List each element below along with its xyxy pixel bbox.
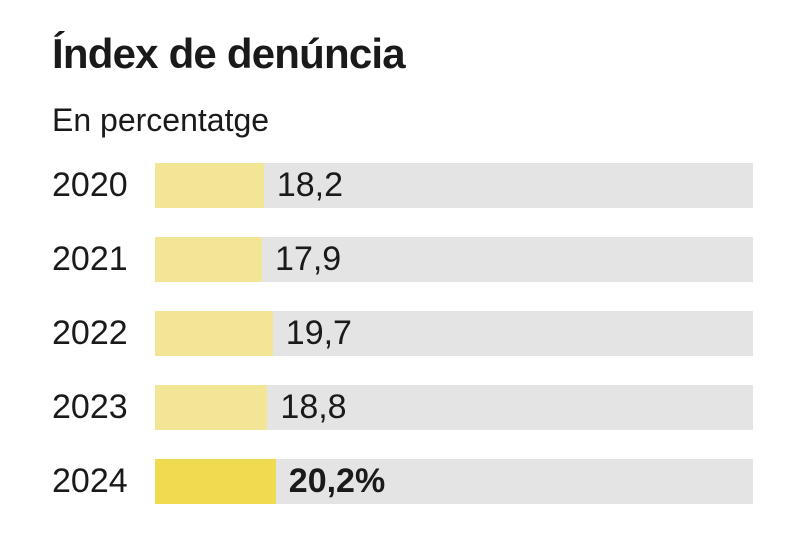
chart-row-2024: 2024 20,2% (0, 459, 804, 504)
chart-row-2020: 2020 18,2 (0, 163, 804, 208)
chart-title: Índex de denúncia (52, 30, 406, 77)
chart-rows: 2020 18,2 2021 17,9 2022 19,7 2023 18,8 2024 20,2… (0, 163, 804, 533)
year-label: 2024 (52, 462, 128, 500)
year-label: 2023 (52, 388, 128, 426)
year-label: 2020 (52, 166, 128, 204)
value-label: 18,2 (276, 166, 344, 204)
value-label: 20,2% (288, 462, 386, 500)
bar-track: 17,9 (155, 237, 753, 282)
bar-fill (155, 385, 268, 430)
chart-subtitle: En percentatge (52, 102, 270, 138)
bar-fill (155, 237, 263, 282)
year-label: 2022 (52, 314, 128, 352)
bar-fill (155, 459, 276, 504)
chart-row-2022: 2022 19,7 (0, 311, 804, 356)
year-label: 2021 (52, 240, 128, 278)
chart-row-2023: 2023 18,8 (0, 385, 804, 430)
bar-track: 19,7 (155, 311, 753, 356)
chart-row-2021: 2021 17,9 (0, 237, 804, 282)
value-label: 19,7 (285, 314, 352, 352)
bar-track: 18,8 (155, 385, 753, 430)
bar-track: 18,2 (155, 163, 753, 208)
bar-fill (155, 311, 273, 356)
value-label: 18,8 (280, 388, 347, 426)
bar-fill (155, 163, 264, 208)
value-label: 17,9 (275, 240, 342, 278)
bar-track: 20,2% (155, 459, 753, 504)
